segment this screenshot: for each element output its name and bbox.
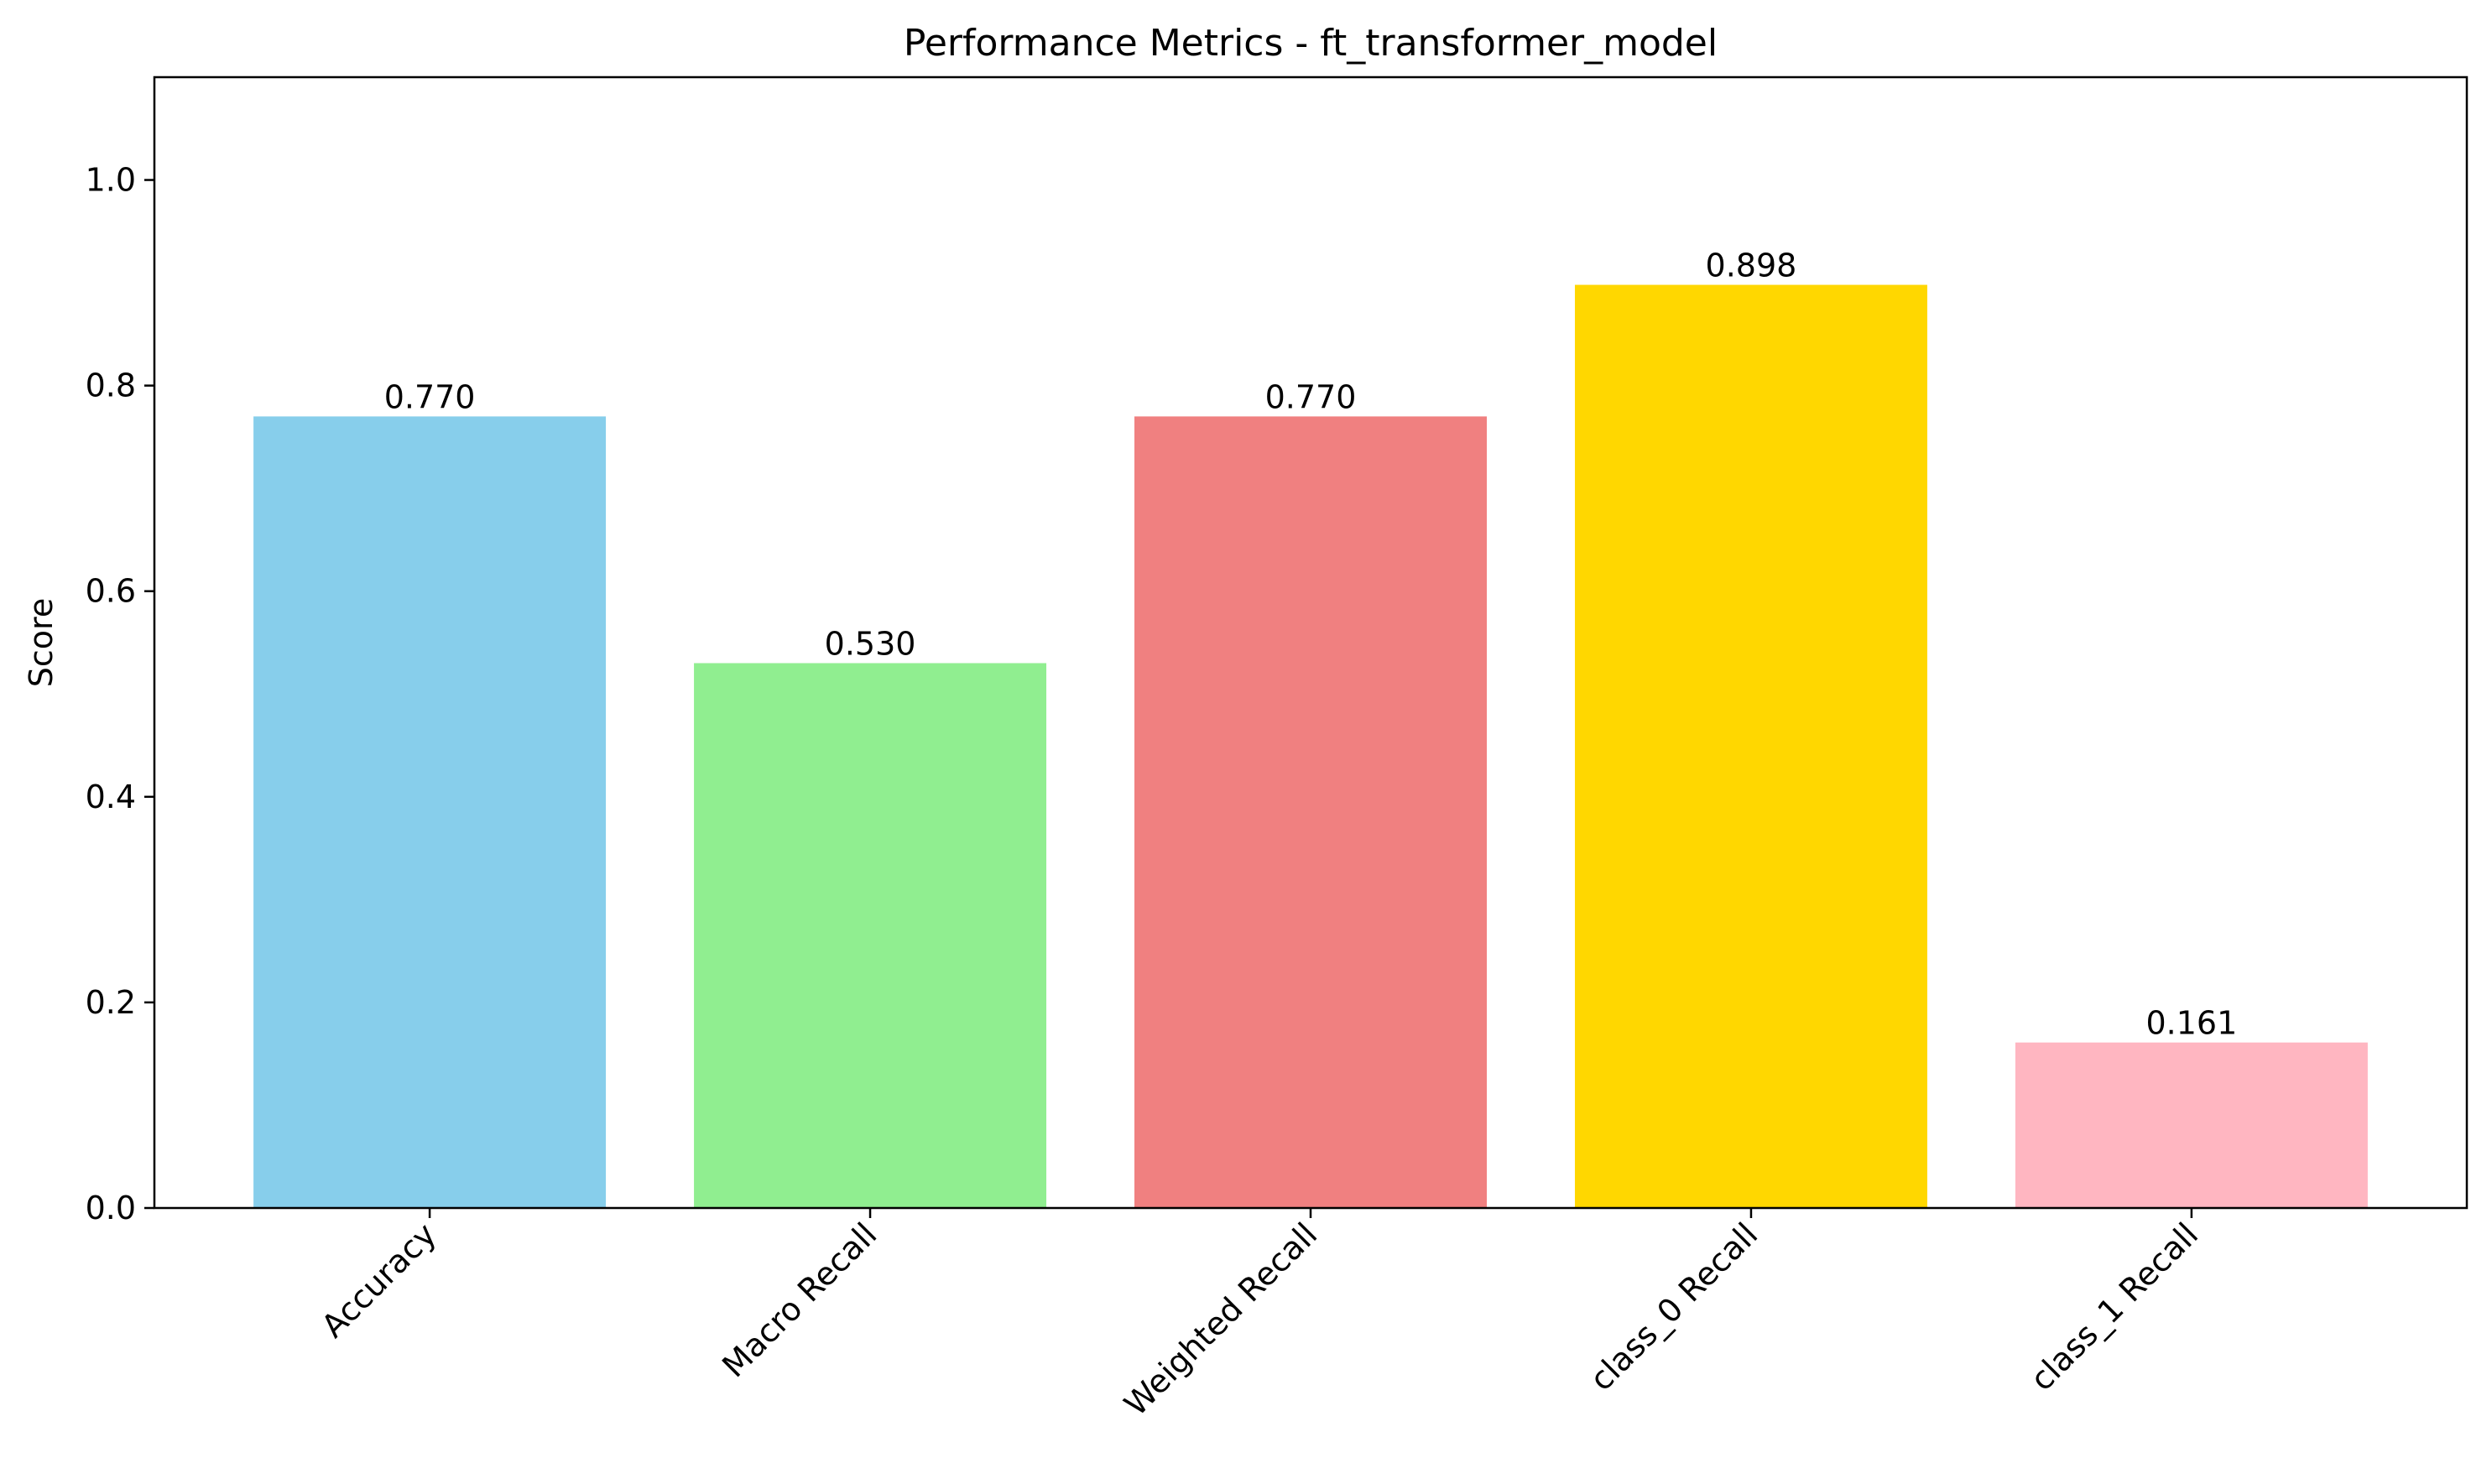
bar-value-label-2: 0.770: [1265, 378, 1357, 415]
bar-1: [694, 663, 1047, 1208]
y-tick-label-3: 0.6: [86, 573, 136, 610]
bar-value-labels: 0.770 0.530 0.770 0.898 0.161: [384, 247, 2238, 1042]
x-tick-label-1: Macro Recall: [715, 1216, 884, 1384]
y-tick-label-2: 0.4: [86, 778, 136, 815]
x-tick-label-4: class_1 Recall: [2023, 1216, 2205, 1398]
y-tick-label-5: 1.0: [86, 162, 136, 199]
y-tick-label-4: 0.8: [86, 367, 136, 404]
chart-title: Performance Metrics - ft_transformer_mod…: [904, 22, 1718, 65]
bar-3: [1574, 284, 1927, 1209]
x-tick-label-2: Weighted Recall: [1117, 1216, 1324, 1423]
x-tick-label-0: Accuracy: [315, 1216, 444, 1345]
plot-frame: [153, 76, 2469, 1210]
bar-value-label-4: 0.161: [2146, 1005, 2238, 1042]
bar-4: [2015, 1042, 2368, 1208]
bar-value-label-0: 0.770: [384, 378, 476, 415]
bars-layer: [253, 284, 2368, 1209]
bar-value-label-1: 0.530: [825, 626, 916, 663]
bar-2: [1134, 416, 1487, 1208]
x-axis-ticks: Accuracy Macro Recall Weighted Recall class…: [315, 1208, 2205, 1423]
y-axis-ticks: 0.0 0.2 0.4 0.6 0.8 1.0: [86, 162, 154, 1226]
y-tick-label-1: 0.2: [86, 984, 136, 1021]
y-axis-label: Score: [23, 598, 60, 687]
y-tick-label-0: 0.0: [86, 1190, 136, 1226]
x-tick-label-3: class_0 Recall: [1582, 1216, 1765, 1398]
bar-value-label-3: 0.898: [1706, 247, 1797, 284]
bar-0: [253, 416, 607, 1208]
